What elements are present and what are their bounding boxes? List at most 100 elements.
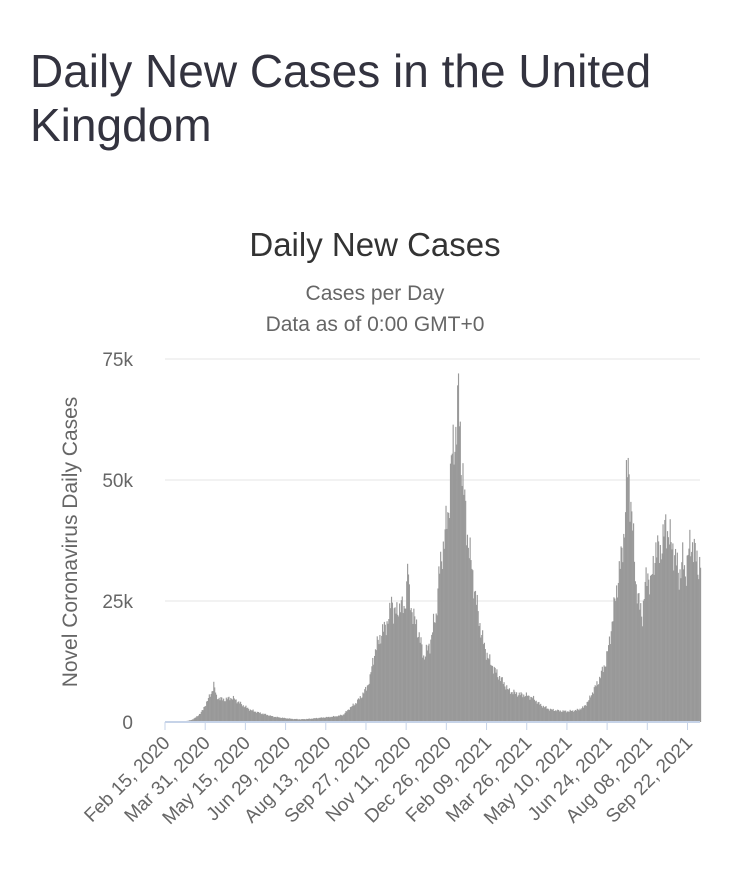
bar[interactable]: [382, 624, 384, 722]
bar[interactable]: [532, 695, 535, 722]
bar[interactable]: [552, 708, 554, 722]
bar[interactable]: [298, 719, 300, 722]
bar[interactable]: [549, 708, 552, 722]
bar[interactable]: [304, 719, 306, 722]
bar[interactable]: [698, 579, 700, 722]
bar[interactable]: [403, 605, 405, 722]
bar[interactable]: [466, 534, 469, 722]
bar[interactable]: [440, 561, 443, 722]
bar[interactable]: [405, 608, 407, 722]
bar[interactable]: [217, 699, 219, 722]
bar[interactable]: [249, 709, 251, 722]
bar[interactable]: [564, 710, 566, 722]
bar[interactable]: [549, 710, 551, 722]
bar[interactable]: [365, 690, 368, 722]
bar[interactable]: [331, 716, 333, 722]
bar[interactable]: [442, 541, 444, 722]
bar[interactable]: [200, 711, 202, 722]
bar[interactable]: [601, 666, 603, 722]
bar[interactable]: [692, 562, 694, 722]
bar[interactable]: [211, 691, 213, 722]
bar[interactable]: [390, 608, 392, 722]
bar[interactable]: [299, 719, 302, 722]
bar[interactable]: [370, 672, 372, 722]
bar[interactable]: [499, 676, 501, 722]
bar[interactable]: [495, 672, 497, 722]
bar[interactable]: [413, 608, 415, 722]
bar[interactable]: [537, 702, 539, 722]
bar[interactable]: [586, 702, 588, 722]
bar[interactable]: [557, 710, 560, 722]
bar[interactable]: [671, 549, 673, 722]
bar[interactable]: [548, 709, 550, 722]
bar[interactable]: [418, 632, 420, 722]
bar[interactable]: [485, 659, 487, 722]
bar[interactable]: [450, 455, 452, 722]
bar[interactable]: [409, 610, 411, 722]
bar[interactable]: [610, 631, 612, 722]
bar[interactable]: [509, 693, 511, 722]
bar[interactable]: [241, 706, 243, 722]
bar[interactable]: [399, 603, 401, 722]
bar[interactable]: [514, 691, 516, 722]
bar[interactable]: [668, 544, 670, 722]
bar[interactable]: [545, 706, 547, 722]
bar[interactable]: [463, 494, 465, 722]
bar[interactable]: [584, 705, 586, 722]
bar[interactable]: [452, 424, 454, 722]
bar[interactable]: [424, 656, 427, 722]
bar[interactable]: [408, 584, 410, 722]
bar[interactable]: [623, 533, 625, 722]
bar[interactable]: [339, 715, 341, 722]
bar[interactable]: [196, 716, 198, 722]
bar[interactable]: [223, 698, 225, 722]
bar[interactable]: [620, 546, 622, 722]
bar[interactable]: [575, 710, 577, 722]
bar[interactable]: [583, 705, 586, 722]
bar[interactable]: [574, 709, 577, 722]
bar[interactable]: [524, 696, 527, 722]
bar[interactable]: [313, 718, 315, 722]
bar[interactable]: [267, 715, 269, 722]
bar[interactable]: [453, 464, 455, 722]
bar[interactable]: [329, 717, 331, 722]
bar[interactable]: [230, 698, 232, 722]
bar[interactable]: [467, 547, 469, 722]
bar[interactable]: [307, 718, 310, 722]
bar[interactable]: [536, 703, 538, 722]
bar[interactable]: [582, 707, 585, 722]
bar[interactable]: [357, 698, 360, 722]
bar[interactable]: [251, 710, 253, 722]
bar[interactable]: [649, 575, 652, 722]
bar[interactable]: [276, 716, 278, 722]
bar[interactable]: [289, 718, 291, 722]
bar[interactable]: [306, 718, 308, 722]
bar[interactable]: [621, 547, 623, 722]
bar[interactable]: [318, 717, 320, 722]
bar[interactable]: [598, 684, 600, 722]
bar[interactable]: [614, 598, 616, 722]
bar[interactable]: [372, 657, 374, 722]
bar[interactable]: [523, 694, 525, 722]
bar[interactable]: [193, 718, 195, 722]
bar[interactable]: [674, 555, 676, 722]
bar[interactable]: [269, 715, 271, 722]
bar[interactable]: [486, 652, 488, 722]
bar[interactable]: [494, 667, 496, 722]
bar[interactable]: [635, 584, 637, 722]
bar[interactable]: [491, 665, 494, 722]
bar[interactable]: [667, 537, 669, 722]
bar[interactable]: [278, 717, 280, 722]
bar[interactable]: [414, 616, 416, 722]
bar[interactable]: [609, 644, 611, 722]
bar[interactable]: [474, 590, 477, 722]
bar[interactable]: [235, 699, 237, 722]
bar[interactable]: [499, 681, 502, 722]
bar[interactable]: [655, 542, 657, 722]
bar[interactable]: [599, 676, 601, 722]
bar[interactable]: [538, 701, 540, 722]
bar[interactable]: [231, 698, 233, 722]
bar[interactable]: [192, 719, 194, 722]
bar[interactable]: [607, 651, 609, 722]
bar[interactable]: [248, 710, 251, 722]
